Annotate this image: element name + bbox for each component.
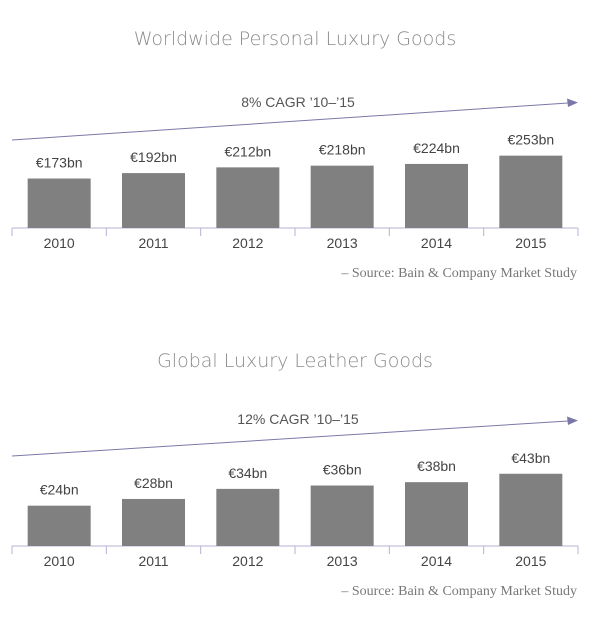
- bar-2010: [27, 178, 91, 228]
- chart-2-bars: €24bn 2010 €28bn 2011 €34bn 2012 €36bn 2013 €38b…: [11, 450, 579, 569]
- tick-label-2014: 2014: [421, 235, 452, 251]
- bar-2013: [310, 165, 374, 228]
- value-label-2014: €38bn: [417, 458, 456, 474]
- chart-1: Worldwide Personal Luxury Goods 8% CAGR …: [11, 28, 579, 281]
- value-label-2013: €36bn: [323, 462, 362, 478]
- value-label-2015: €43bn: [511, 450, 550, 466]
- chart-1-title: Worldwide Personal Luxury Goods: [134, 28, 456, 50]
- bar-2013: [310, 485, 374, 546]
- tick-label-2011: 2011: [138, 553, 168, 569]
- chart-1-source: – Source: Bain & Company Market Study: [340, 266, 577, 281]
- chart-2-trend-arrow: [11, 420, 569, 457]
- tick-label-2011: 2011: [138, 235, 168, 251]
- tick-label-2012: 2012: [232, 235, 263, 251]
- bar-2011: [122, 173, 185, 228]
- chart-2: Global Luxury Leather Goods 12% CAGR ’10…: [11, 350, 579, 599]
- value-label-2014: €224bn: [413, 140, 460, 156]
- tick-label-2015: 2015: [515, 235, 546, 251]
- bar-2012: [216, 167, 280, 228]
- bar-2015: [499, 473, 563, 546]
- value-label-2013: €218bn: [319, 142, 366, 158]
- tick-label-2010: 2010: [44, 553, 75, 569]
- tick-label-2015: 2015: [515, 553, 546, 569]
- value-label-2015: €253bn: [507, 132, 554, 148]
- tick-label-2010: 2010: [44, 235, 75, 251]
- bar-2014: [405, 482, 468, 546]
- bar-2011: [122, 498, 185, 546]
- chart-2-source: – Source: Bain & Company Market Study: [340, 584, 577, 599]
- value-label-2012: €34bn: [228, 465, 267, 481]
- value-label-2010: €173bn: [36, 155, 83, 171]
- value-label-2012: €212bn: [224, 143, 271, 159]
- value-label-2011: €28bn: [134, 475, 173, 491]
- bar-2014: [405, 163, 468, 228]
- chart-2-title: Global Luxury Leather Goods: [157, 350, 433, 372]
- tick-label-2014: 2014: [421, 553, 452, 569]
- value-label-2011: €192bn: [130, 149, 177, 165]
- chart-2-arrowhead-icon: [567, 416, 578, 425]
- chart-1-trend-arrow: [11, 102, 569, 141]
- tick-label-2012: 2012: [232, 553, 263, 569]
- bar-2012: [216, 488, 280, 546]
- tick-label-2013: 2013: [327, 235, 358, 251]
- chart-1-arrowhead-icon: [567, 98, 578, 107]
- tick-label-2013: 2013: [327, 553, 358, 569]
- value-label-2010: €24bn: [40, 482, 79, 498]
- chart-1-cagr-label: 8% CAGR ’10–’15: [241, 94, 355, 110]
- bar-2015: [499, 155, 563, 228]
- chart-1-bars: €173bn 2010 €192bn 2011 €212bn 2012 €218bn 2013…: [11, 132, 579, 251]
- chart-2-cagr-label: 12% CAGR ’10–’15: [237, 411, 359, 427]
- bar-2010: [27, 505, 91, 546]
